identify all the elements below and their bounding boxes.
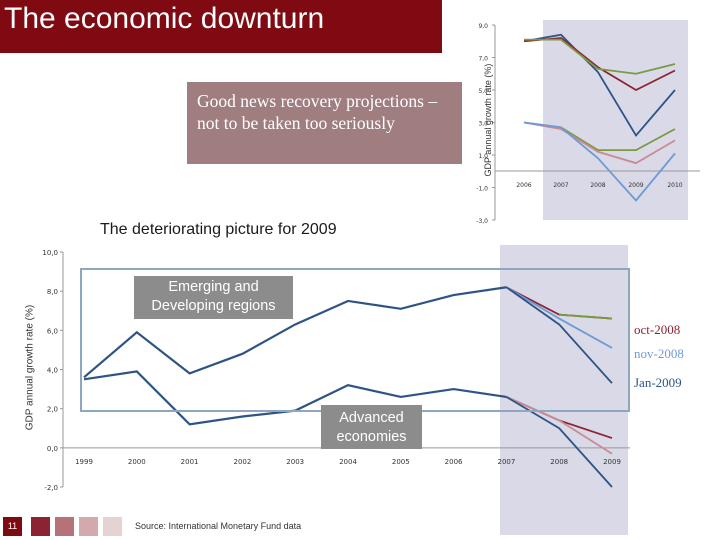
projection-line-emerging-Jan-2009 <box>505 286 613 384</box>
emerging-label: Emerging and Developing regions <box>134 276 293 319</box>
small-y-tick-label: -1,0 <box>476 186 488 193</box>
projection-line-advanced-Jan-2009 <box>505 396 613 488</box>
main-y-tick-label: 8,0 <box>47 288 58 296</box>
main-x-tick-label: 2006 <box>445 458 463 466</box>
main-x-tick-label: 2001 <box>181 458 199 466</box>
small-y-tick-label: 5,0 <box>478 88 488 95</box>
main-x-tick-label: 2002 <box>233 458 251 466</box>
main-x-tick-label: 2005 <box>392 458 410 466</box>
small-series-line-lower-1 <box>523 121 676 165</box>
page-number: 11 <box>3 517 22 536</box>
small-series-line-lower-2 <box>523 121 676 202</box>
main-y-tick-label: 2,0 <box>47 406 58 414</box>
main-x-tick-label: 2003 <box>286 458 304 466</box>
small-y-tick-label: -3,0 <box>476 218 488 225</box>
small-series-line-upper-2 <box>524 38 676 75</box>
main-y-tick-label: -2,0 <box>44 484 58 492</box>
small-series-line-upper-0 <box>523 33 676 138</box>
main-y-tick-label: 4,0 <box>47 367 58 375</box>
small-chart-shade <box>543 20 688 220</box>
series-label-jan-2009: Jan-2009 <box>634 375 682 390</box>
small-x-tick-label: 2008 <box>590 182 605 189</box>
main-y-tick-label: 0,0 <box>47 445 58 453</box>
recovery-callout: Good news recovery projections – not to … <box>187 82 462 164</box>
small-y-tick-label: 3,0 <box>478 121 488 128</box>
series-label-nov-2008: nov-2008 <box>634 346 684 361</box>
page-title: The economic downturn <box>4 2 325 35</box>
title-bar: The economic downturn <box>0 0 442 53</box>
footer-square-4 <box>79 517 98 536</box>
small-x-tick-label: 2006 <box>516 182 531 189</box>
main-x-tick-label: 2000 <box>128 458 146 466</box>
main-x-tick-label: 1999 <box>75 458 93 466</box>
footer-square-5 <box>103 517 122 536</box>
chart-subtitle: The deteriorating picture for 2009 <box>100 221 337 238</box>
main-y-tick-label: 10,0 <box>42 249 58 257</box>
source-note: Source: International Monetary Fund data <box>135 521 302 531</box>
small-y-tick-label: 7,0 <box>478 56 488 63</box>
main-x-tick-label: 2004 <box>339 458 357 466</box>
main-x-tick-label: 2009 <box>603 458 621 466</box>
small-y-tick-label: 9,0 <box>478 23 488 30</box>
advanced-label: Advanced economies <box>321 405 422 449</box>
series-label-oct-2008: oct-2008 <box>634 322 681 337</box>
small-x-tick-label: 2010 <box>667 182 682 189</box>
small-x-tick-label: 2007 <box>553 182 568 189</box>
projection-line-advanced-nov-2008 <box>506 396 613 455</box>
small-chart-ylabel: GDP annual growth rate (%) <box>483 63 493 177</box>
footer-square-3 <box>55 517 74 536</box>
projection-line-emerging-nov-2008 <box>505 286 613 349</box>
main-x-tick-label: 2007 <box>497 458 515 466</box>
main-y-tick-label: 6,0 <box>47 327 58 335</box>
history-line-emerging <box>83 286 507 379</box>
projection-line-emerging-oct-2008-overlay <box>559 313 613 320</box>
footer-square-2 <box>31 517 50 536</box>
small-y-tick-label: 1,0 <box>478 153 488 160</box>
main-chart-ylabel: GDP annual growth rate (%) <box>24 304 36 431</box>
small-x-tick-label: 2009 <box>628 182 643 189</box>
main-x-tick-label: 2008 <box>550 458 568 466</box>
main-chart-shade <box>500 245 628 535</box>
